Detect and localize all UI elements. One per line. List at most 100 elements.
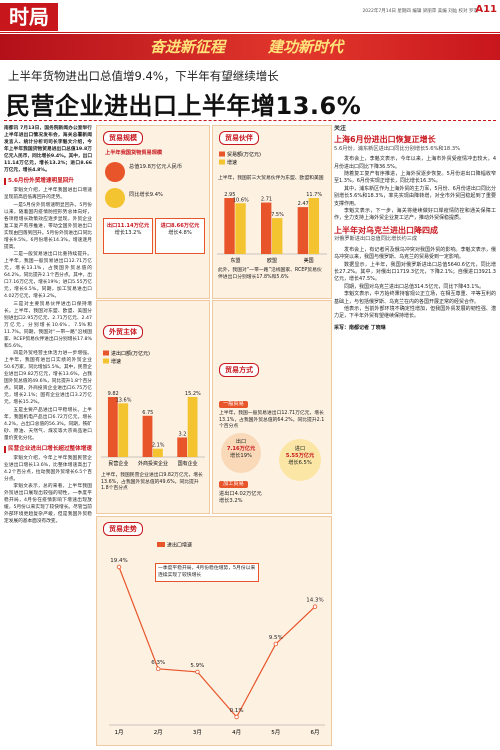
value-label: 19.4% — [110, 558, 127, 564]
panel-tag: 贸易规模 — [103, 131, 143, 145]
paragraph: 他表示，当前外部环境不确定性增加，但我国外贸发展的韧性强、潜力足，下半年外贸有望… — [334, 305, 496, 320]
bar — [187, 397, 198, 457]
panel-tag: 贸易方式 — [219, 363, 259, 377]
paragraph: 五是主要产品进出口平稳增长。上半年，我国机电产品出口6.72万亿元，增长4.2%… — [4, 407, 92, 441]
sidebar: 关注 上海6月份进出口恢复正增长 5.6月份，浦东新区进出口同比分别增长5.6%和… — [334, 125, 496, 745]
paragraph: 李魁文表示，中方始终秉持客观公正立场，在相互尊重、平等互利的基础上，与包括俄罗斯… — [334, 291, 496, 305]
point — [195, 669, 200, 675]
value-label: 6.75 — [142, 410, 153, 416]
value-label: 3.2 — [178, 431, 186, 437]
export-tag: 出口 — [235, 439, 247, 445]
general-trade: 上半年，我国一般贸易进出口12.71万亿元，增长13.1%，占我国外贸总值的64… — [219, 411, 325, 429]
chart-caption: 此外，我国对“一带一路”沿线国家、RCEP贸易伙伴进出口分别增长17.8%和5.… — [218, 268, 322, 280]
category-label: 国有企业 — [178, 460, 198, 467]
x-tick-label: 2月 — [154, 729, 163, 736]
export-box: 出口11.14万亿元 增长13.2% — [103, 218, 153, 254]
paragraph: 数据显示，上半年，我国对俄罗斯进出口总值5640.6亿元，同比增长27.2%。其… — [334, 261, 496, 283]
category-label: 外商投资企业 — [138, 460, 168, 467]
paragraph: 李魁文表示，总的来看，上半年我国外贸进出口展现出较强的韧性。一季度平稳开局，4月… — [4, 484, 92, 524]
bar — [261, 202, 272, 254]
paragraph: 李魁文介绍，今年上半年我国民营企业进出口增长13.6%，比整体增速高出了4.2个… — [4, 455, 92, 482]
icon — [105, 162, 125, 182]
banner-left: 奋进新征程 — [150, 38, 226, 56]
x-tick-label: 4月 — [232, 729, 241, 736]
category-label: 东盟 — [230, 257, 240, 264]
paragraph: 二是一般贸易进出口比重持续提升。上半年，我国一般贸易进出口12.71万亿元，增长… — [4, 252, 92, 299]
chart-panel: 贸易走势 进出口增速 1月 2月 3月 4月 5月 6月 19.4% 6.3% 5.9% 0.1% 9… — [96, 516, 332, 746]
chart-annotation: 一季度平稳开局，4月份稳住增势，5月份以来连续实现了较快增长 — [155, 563, 259, 582]
value-label: 14.3% — [306, 598, 323, 604]
sidebar-tag: 关注 — [334, 125, 347, 132]
headline-title: 民营企业进出口上半年增13.6% — [6, 92, 362, 120]
bar — [142, 415, 153, 457]
bar — [272, 218, 283, 254]
x-tick-label: 3月 — [193, 729, 202, 736]
tag: 加工贸易 — [219, 481, 248, 488]
legend-swatch — [103, 358, 109, 364]
category-label: 民营企业 — [108, 460, 128, 467]
paragraph: 一是5月份外贸增速明显回升。5月份以来，随着国内疫情防控形势总体向好，各项稳增长… — [4, 202, 92, 250]
import-growth: 增长6.5% — [288, 460, 312, 466]
import-tag: 进口 — [294, 446, 306, 452]
import-box: 进口8.66万亿元 增长4.8% — [155, 218, 205, 254]
panel-tag: 贸易伙伴 — [219, 131, 259, 145]
legend-swatch — [219, 159, 225, 165]
export-growth: 增长19% — [230, 453, 252, 459]
point — [273, 641, 278, 647]
bar — [308, 198, 320, 254]
paragraph: 发布会上，李魁文表示，今年以来，上海市外贸受疫情冲击较大，4月份进出口同比下降3… — [334, 156, 496, 170]
panel-tag: 贸易走势 — [103, 522, 143, 536]
value-label: 2.71 — [261, 197, 272, 203]
story-subtitle: 对俄罗斯进出口总值同比增长约三成 — [334, 236, 418, 243]
banner-right: 建功新时代 — [268, 38, 344, 56]
article-lead: 南都讯 7月13日，国务院新闻办公室举行上半年进出口情况发布会，海关总署新闻发言… — [4, 126, 92, 173]
value-label: 11.7% — [306, 192, 322, 198]
import: 进口8.66万亿元 — [160, 223, 200, 229]
legend-swatch — [103, 350, 109, 356]
panel-title: 上半年我国货物贸易规模 — [105, 150, 163, 156]
paragraph: 随着复工复产有序推进，上海外贸逐步恢复。5月份进出口降幅收窄至1.3%，6月份实… — [334, 171, 496, 185]
export: 7.16万亿元 — [226, 446, 256, 452]
chart: 贸易额(万亿元)增速 2.95 2.71 2.47 10.6% 7.5% 11.7% 东盟 欧盟… — [217, 151, 327, 264]
value-label: 2.95 — [224, 192, 235, 198]
page-header: 时局 2022年7月14日 星期四 编辑 梁丽萍 美编 刘灿 校对 罗宏 A11 — [0, 0, 500, 33]
line — [118, 566, 316, 719]
dateline: 2022年7月14日 星期四 编辑 梁丽萍 美编 刘灿 校对 罗宏 — [362, 9, 478, 14]
category-label: 欧盟 — [267, 257, 277, 264]
bar — [118, 403, 129, 457]
legend-label: 贸易额(万亿元) — [227, 151, 261, 158]
story-title: 上半年对乌克兰进出口降四成 — [334, 225, 438, 235]
x-tick-label: 6月 — [311, 729, 320, 736]
processing-growth: 增长3.2% — [219, 498, 243, 504]
import-growth: 增长4.8% — [168, 230, 192, 236]
import: 5.55万亿元 — [285, 453, 315, 459]
headline-kicker: 上半年货物进出口总值增9.4%，下半年有望继续增长 — [8, 69, 279, 83]
section-name: 时局 — [0, 3, 58, 31]
paragraph: 李魁文介绍，上半年我国进出口增速呈现前高后低再回升的走势。 — [4, 188, 92, 200]
paragraph: 发布会上，有记者问及俄乌冲突对我国外贸的影响。李魁文表示，俄乌冲突以来，我国与俄… — [334, 246, 496, 261]
value-label: 13.6% — [116, 397, 132, 403]
chart-panel: 贸易伙伴 上半年，我国前三大贸易伙伴为东盟、欧盟和美国 贸易额(万亿元) 增速 2.… — [212, 125, 332, 299]
trade-mode-panel: 贸易方式 一般贸易 上半年，我国一般贸易进出口12.71万亿元，增长13.1%，… — [212, 300, 332, 514]
processing: 进出口4.02万亿元 — [219, 491, 262, 497]
paragraph: 同期，我国对乌克兰进出口总值314.5亿元，同比下降43.1%。 — [344, 283, 485, 290]
legend-label: 增速 — [227, 159, 237, 166]
total: 总值19.8万亿元人民币 — [129, 164, 183, 170]
value-label: 10.6% — [233, 197, 249, 203]
section-heading: 5.6月份外贸增速明显回升 — [4, 178, 92, 185]
paragraph: 其中，浦东新区作为上海外贸的主力军，5月份、6月份进出口同比分别增长5.6%和1… — [334, 185, 496, 207]
story-subtitle: 5.6月份，浦东新区进出口同比分别增长5.6%和18.3% — [334, 145, 461, 152]
export-growth: 增长13.2% — [114, 230, 142, 236]
chart: 进出口额(万亿元)增速 9.82 6.75 3.2 13.6% 2.1% 15.2% 民营企业… — [101, 350, 205, 467]
point — [234, 714, 239, 720]
icon — [105, 188, 125, 208]
bar — [107, 397, 118, 457]
tag: 一般贸易 — [219, 401, 248, 408]
value-label: 2.47 — [298, 201, 309, 207]
byline: 采写：南都记者 丁晓琳 — [334, 324, 386, 331]
value-label: 9.5% — [269, 635, 283, 641]
legend-swatch — [157, 542, 165, 547]
section-heading: 民营企业进出口增长超过整体增速 — [4, 445, 92, 453]
divider — [4, 120, 496, 121]
panel-tag: 外贸主体 — [103, 325, 143, 339]
